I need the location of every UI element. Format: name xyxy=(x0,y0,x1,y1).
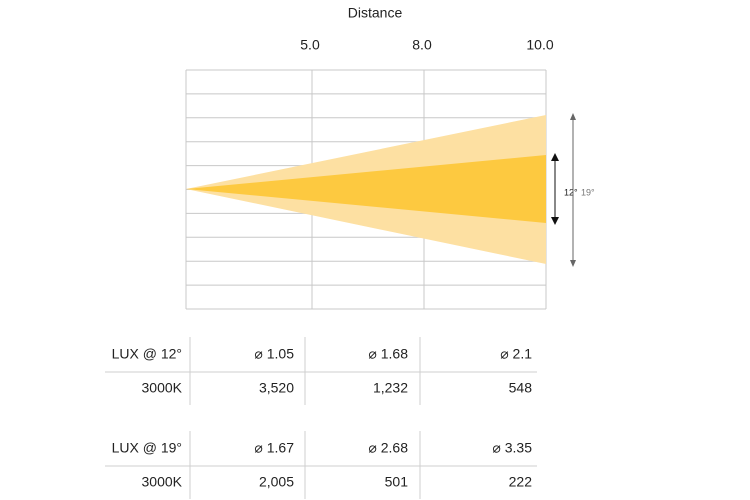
table-cell: ⌀ 1.67 xyxy=(254,440,294,456)
table-cell: ⌀ 2.1 xyxy=(500,346,532,362)
beam-label: 12° xyxy=(564,187,578,197)
table-cell: ⌀ 2.68 xyxy=(368,440,408,456)
distance-label: 8.0 xyxy=(412,37,432,53)
distance-label: 5.0 xyxy=(300,37,320,53)
row-header: 3000K xyxy=(142,474,183,490)
tables: LUX @ 12° ⌀ 1.05 ⌀ 1.68 ⌀ 2.1 3000K 3,520 1,23… xyxy=(105,337,537,499)
beam-label: 19° xyxy=(581,187,595,197)
table-cell: 2,005 xyxy=(259,474,294,490)
table-cell: 222 xyxy=(509,474,533,490)
table-cell: 501 xyxy=(385,474,409,490)
arrow-12 xyxy=(551,153,559,225)
table-cell: 1,232 xyxy=(373,380,408,396)
table-cell: 3,520 xyxy=(259,380,294,396)
beam-12 xyxy=(186,155,546,223)
table-cell: 548 xyxy=(509,380,533,396)
table-cell: ⌀ 1.68 xyxy=(368,346,408,362)
arrow-19 xyxy=(570,113,576,267)
row-header: LUX @ 12° xyxy=(112,346,182,362)
table-cell: ⌀ 1.05 xyxy=(254,346,294,362)
row-header: LUX @ 19° xyxy=(112,440,182,456)
row-header: 3000K xyxy=(142,380,183,396)
distance-label: 10.0 xyxy=(526,37,553,53)
table-cell: ⌀ 3.35 xyxy=(492,440,532,456)
axis-title: Distance xyxy=(348,5,403,21)
